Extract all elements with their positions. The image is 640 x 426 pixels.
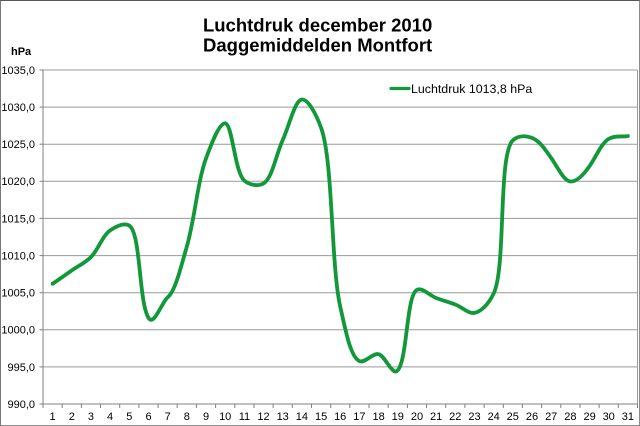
svg-text:28: 28: [564, 411, 576, 423]
svg-text:1010,0: 1010,0: [1, 251, 35, 263]
svg-text:17: 17: [353, 411, 365, 423]
svg-text:3: 3: [88, 411, 94, 423]
svg-text:25: 25: [507, 411, 519, 423]
svg-text:24: 24: [488, 411, 500, 423]
svg-text:13: 13: [277, 411, 289, 423]
svg-text:10: 10: [219, 411, 231, 423]
svg-text:15: 15: [315, 411, 327, 423]
svg-text:1035,0: 1035,0: [1, 65, 35, 77]
svg-text:1015,0: 1015,0: [1, 213, 35, 225]
svg-text:18: 18: [372, 411, 384, 423]
svg-text:21: 21: [430, 411, 442, 423]
svg-text:23: 23: [468, 411, 480, 423]
svg-text:1: 1: [50, 411, 56, 423]
svg-text:hPa: hPa: [11, 46, 32, 58]
svg-text:995,0: 995,0: [7, 362, 35, 374]
svg-text:14: 14: [296, 411, 308, 423]
svg-text:990,0: 990,0: [7, 399, 35, 411]
svg-text:2: 2: [69, 411, 75, 423]
svg-text:29: 29: [583, 411, 595, 423]
svg-text:19: 19: [392, 411, 404, 423]
svg-text:Luchtdruk 1013,8 hPa: Luchtdruk 1013,8 hPa: [411, 82, 532, 96]
svg-text:9: 9: [203, 411, 209, 423]
svg-text:1005,0: 1005,0: [1, 288, 35, 300]
svg-text:8: 8: [184, 411, 190, 423]
svg-text:1030,0: 1030,0: [1, 102, 35, 114]
svg-text:30: 30: [603, 411, 615, 423]
svg-text:22: 22: [449, 411, 461, 423]
svg-text:11: 11: [239, 411, 250, 423]
svg-text:12: 12: [257, 411, 269, 423]
svg-text:26: 26: [526, 411, 538, 423]
svg-text:5: 5: [126, 411, 132, 423]
svg-text:7: 7: [165, 411, 171, 423]
svg-text:6: 6: [145, 411, 151, 423]
svg-text:16: 16: [334, 411, 346, 423]
svg-text:1000,0: 1000,0: [1, 325, 35, 337]
svg-text:Daggemiddelden Montfort: Daggemiddelden Montfort: [203, 34, 432, 55]
svg-text:1020,0: 1020,0: [1, 176, 35, 188]
svg-text:1025,0: 1025,0: [1, 139, 35, 151]
svg-text:4: 4: [107, 411, 113, 423]
svg-text:31: 31: [622, 411, 634, 423]
svg-text:Luchtdruk december 2010: Luchtdruk december 2010: [203, 15, 432, 36]
svg-text:27: 27: [545, 411, 557, 423]
svg-text:20: 20: [411, 411, 423, 423]
